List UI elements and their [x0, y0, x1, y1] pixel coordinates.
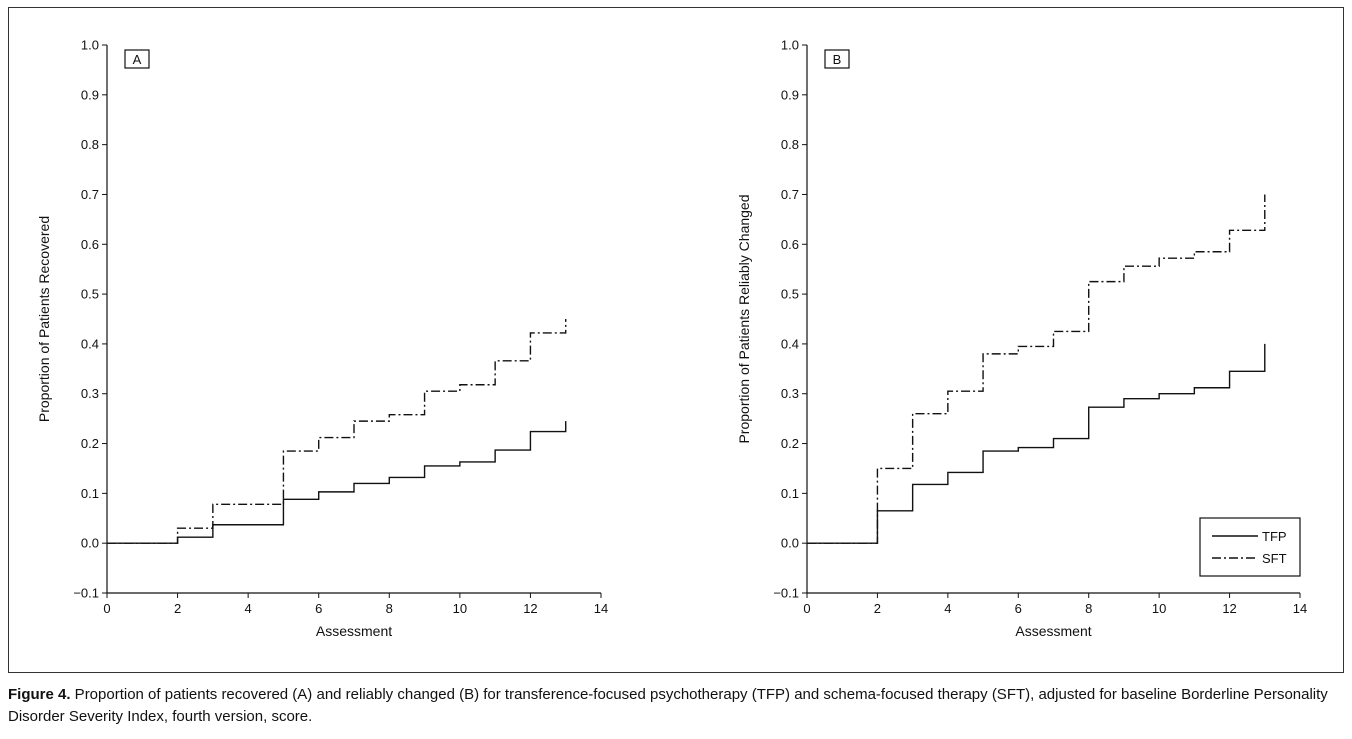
y-tick-label: 0.7 — [81, 187, 99, 202]
y-tick-label: 0.4 — [81, 336, 99, 351]
x-tick-label: 14 — [1293, 601, 1307, 616]
x-tick-label: 10 — [453, 601, 467, 616]
x-tick-label: 2 — [174, 601, 181, 616]
x-tick-label: 0 — [803, 601, 810, 616]
y-tick-label: 0.9 — [81, 87, 99, 102]
x-tick-label: 10 — [1152, 601, 1166, 616]
y-tick-label: 0.4 — [781, 336, 799, 351]
series-sft-line — [807, 194, 1266, 544]
y-tick-label: 0.0 — [81, 536, 99, 551]
y-axis-label: Proportion of Patients Reliably Changed — [736, 194, 752, 443]
x-tick-label: 2 — [874, 601, 881, 616]
panel-label: A — [133, 52, 142, 67]
caption-label: Figure 4. — [8, 686, 71, 703]
y-tick-label: 0.2 — [781, 436, 799, 451]
x-tick-label: 0 — [103, 601, 110, 616]
y-tick-label: 0.8 — [81, 137, 99, 152]
y-tick-label: 0.5 — [781, 287, 799, 302]
x-tick-label: 4 — [944, 601, 951, 616]
y-tick-label: 0.1 — [81, 486, 99, 501]
y-tick-label: 1.0 — [81, 38, 99, 53]
figure-caption: Figure 4. Proportion of patients recover… — [8, 684, 1344, 728]
x-tick-label: 4 — [245, 601, 252, 616]
series-tfp-line — [807, 343, 1266, 544]
series-tfp-line — [107, 421, 567, 544]
legend-label-tfp: TFP — [1262, 529, 1287, 544]
panel-label: B — [833, 52, 842, 67]
x-tick-label: 6 — [315, 601, 322, 616]
chart-panel-b: −0.1 0.0 0.1 0.2 0.3 0.4 0.5 0.6 0.7 0.8 0.9 1.0 0 2 4… — [736, 38, 1307, 640]
x-tick-label: 12 — [1222, 601, 1236, 616]
x-tick-label: 12 — [523, 601, 537, 616]
charts-canvas: −0.1 0.0 0.1 0.2 0.3 0.4 0.5 0.6 0.7 0.8 0.9 1.0 0 2 4… — [36, 38, 1307, 640]
figure-frame — [8, 7, 1344, 673]
legend-label-sft: SFT — [1262, 551, 1287, 566]
y-axis-label: Proportion of Patients Recovered — [36, 216, 52, 422]
chart-panel-a: −0.1 0.0 0.1 0.2 0.3 0.4 0.5 0.6 0.7 0.8 0.9 1.0 0 2 4… — [36, 38, 608, 640]
x-tick-label: 8 — [386, 601, 393, 616]
y-tick-label: 0.9 — [781, 87, 799, 102]
legend-box — [1199, 517, 1301, 577]
y-tick-label: 0.3 — [81, 386, 99, 401]
y-tick-label: 0.2 — [81, 436, 99, 451]
y-tick-label: 0.8 — [781, 137, 799, 152]
y-tick-label: −0.1 — [773, 586, 799, 601]
panel-label-box — [124, 49, 150, 69]
y-tick-label: 0.6 — [781, 237, 799, 252]
x-tick-label: 14 — [594, 601, 608, 616]
x-tick-label: 6 — [1015, 601, 1022, 616]
caption-text: Proportion of patients recovered (A) and… — [8, 686, 1328, 725]
y-tick-label: 0.0 — [781, 536, 799, 551]
x-tick-label: 8 — [1085, 601, 1092, 616]
y-tick-label: 0.3 — [781, 386, 799, 401]
y-tick-label: −0.1 — [73, 586, 99, 601]
y-tick-label: 1.0 — [781, 38, 799, 53]
series-sft-line — [107, 319, 567, 544]
x-axis-label: Assessment — [1015, 623, 1091, 639]
y-tick-label: 0.5 — [81, 287, 99, 302]
y-tick-label: 0.1 — [781, 486, 799, 501]
y-tick-label: 0.6 — [81, 237, 99, 252]
x-axis-label: Assessment — [316, 623, 392, 639]
panel-label-box — [824, 49, 850, 69]
y-tick-label: 0.7 — [781, 187, 799, 202]
